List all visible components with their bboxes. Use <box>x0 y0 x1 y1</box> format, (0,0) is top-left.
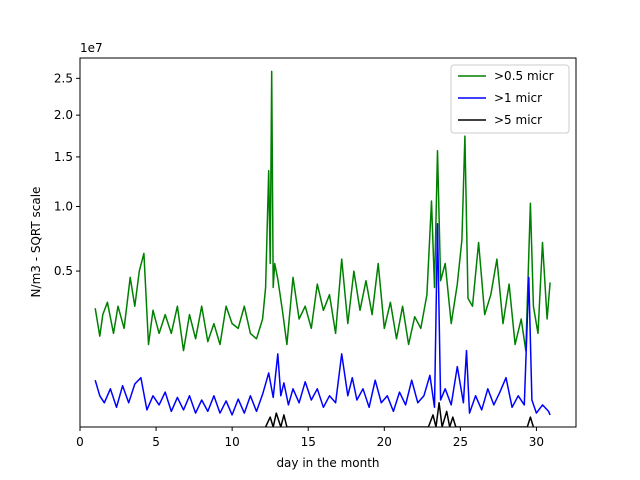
x-tick-label: 25 <box>453 435 468 449</box>
x-tick-label: 0 <box>76 435 84 449</box>
y-tick-label: 1.0 <box>54 199 73 213</box>
y-axis-offset-text: 1e7 <box>80 41 103 55</box>
y-tick-label: 0.5 <box>54 264 73 278</box>
x-axis-label: day in the month <box>276 456 379 470</box>
legend-label: >0.5 micr <box>494 69 554 83</box>
y-tick-label: 2.5 <box>54 71 73 85</box>
x-tick-label: 30 <box>529 435 544 449</box>
plot-frame <box>79 57 577 428</box>
y-tick-label: 1.5 <box>54 150 73 164</box>
y-axis: 0.5 1.0 1.5 2.0 2.5 <box>54 71 80 278</box>
series-line-2 <box>264 402 535 427</box>
legend-box <box>450 64 570 134</box>
x-tick-label: 5 <box>152 435 160 449</box>
x-tick-label: 20 <box>377 435 392 449</box>
series-layer <box>94 70 551 427</box>
x-tick-label: 15 <box>301 435 316 449</box>
legend: >0.5 micr >1 micr >5 micr <box>450 64 570 134</box>
x-tick-label: 10 <box>225 435 240 449</box>
x-axis: 0 5 10 15 20 25 30 <box>76 427 544 449</box>
y-tick-label: 2.0 <box>54 108 73 122</box>
legend-label: >1 micr <box>494 91 542 105</box>
series-line-1 <box>94 222 551 416</box>
series-line-0 <box>94 70 551 352</box>
legend-label: >5 micr <box>494 113 542 127</box>
y-axis-label: N/m3 - SQRT scale <box>29 187 43 298</box>
